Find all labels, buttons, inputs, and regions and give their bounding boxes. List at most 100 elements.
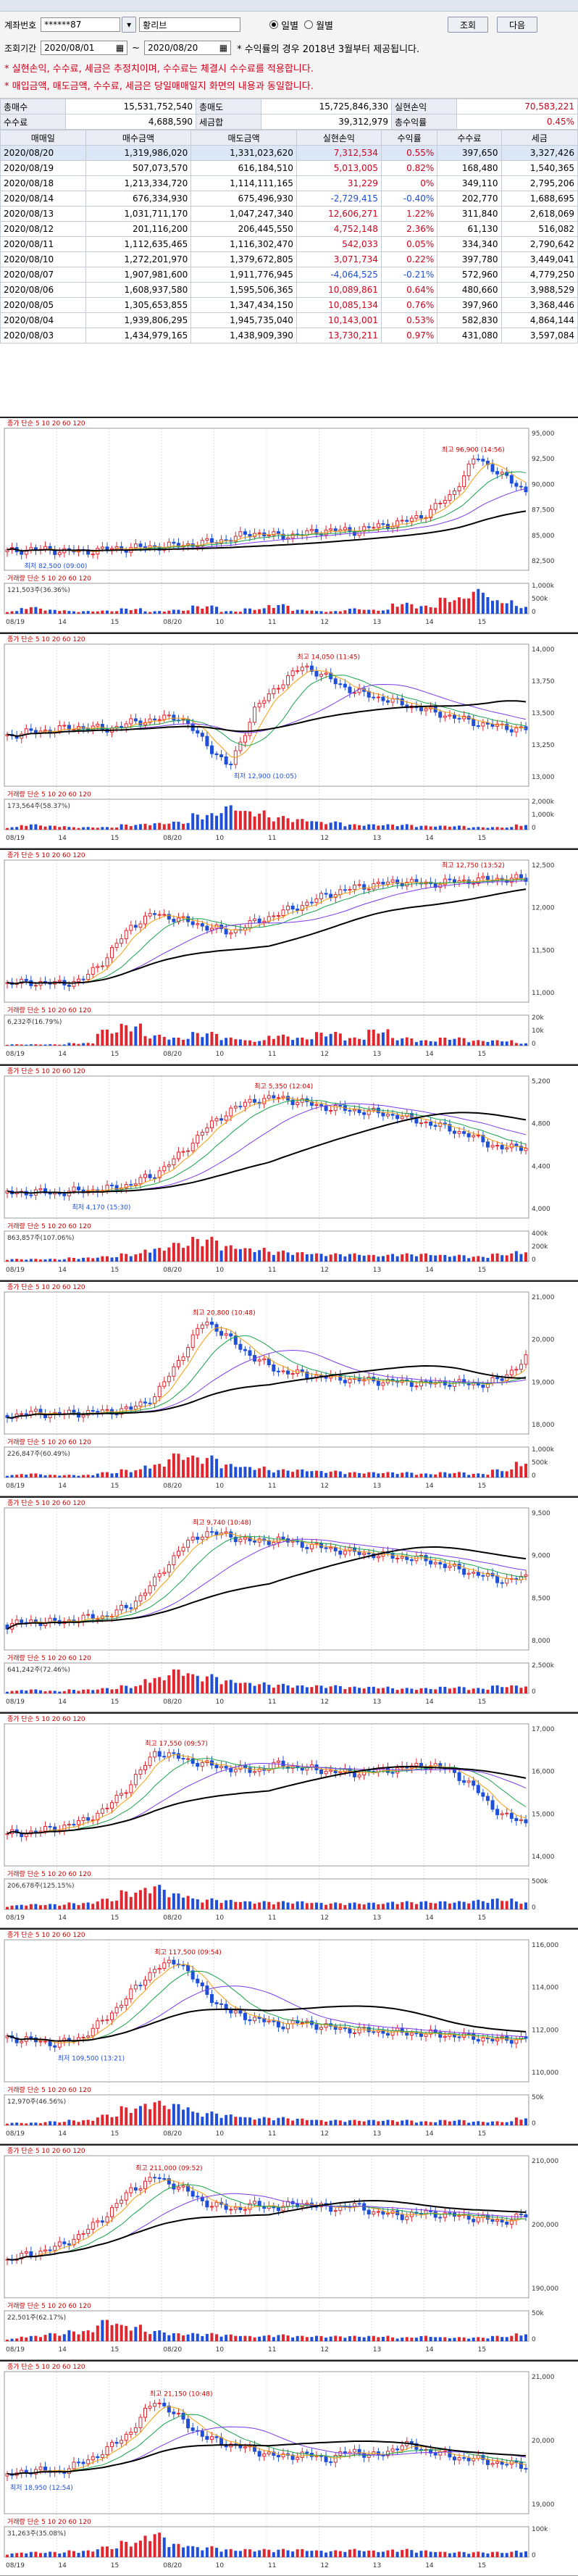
candle-body (296, 2456, 300, 2460)
table-row[interactable]: 2020/08/12 201,116,200 206,445,550 4,752,14… (0, 221, 578, 237)
volume-bar (10, 611, 14, 614)
candle-body (253, 706, 257, 723)
calendar-icon[interactable]: ▦ (219, 43, 228, 53)
column-header[interactable]: 매매일 (0, 130, 86, 146)
volume-bar (381, 1032, 385, 1046)
date-from-input[interactable]: 2020/08/01 ▦ (41, 41, 128, 55)
candle-body (286, 2023, 290, 2030)
candle-body (296, 909, 300, 911)
column-header[interactable]: 세금 (500, 130, 578, 146)
stock-chart-panel[interactable]: 종가 단순 5 10 20 60 120 거래량 단순 5 10 20 60 12… (0, 633, 578, 849)
candle-body (376, 881, 380, 884)
volume-note: 226,847주(60.49%) (7, 1450, 70, 1458)
stock-chart-panel[interactable]: 종가 단순 5 10 20 60 120 거래량 단순 5 10 20 60 12… (0, 1280, 578, 1496)
stock-chart-panel[interactable]: 종가 단순 5 10 20 60 120 거래량 단순 5 10 20 60 12… (0, 849, 578, 1064)
candle-body (243, 2209, 247, 2211)
candle-body (329, 893, 333, 899)
volume-bar (82, 1257, 85, 1262)
candle-body (400, 698, 404, 706)
table-row[interactable]: 2020/08/19 507,073,570 616,184,510 5,013,00… (0, 160, 578, 176)
column-header[interactable]: 수익률 (380, 130, 438, 146)
stock-chart-panel[interactable]: 종가 단순 5 10 20 60 120 거래량 단순 5 10 20 60 12… (0, 1712, 578, 1928)
candle-body (481, 722, 485, 727)
calendar-icon[interactable]: ▦ (115, 43, 125, 53)
volume-bar (110, 1689, 114, 1693)
table-row[interactable]: 2020/08/14 676,334,930 675,496,930 -2,729,4… (0, 191, 578, 207)
account-number-input[interactable]: ******87 (41, 17, 121, 32)
stock-chart-panel[interactable]: 종가 단순 5 10 20 60 120 거래량 단순 5 10 20 60 12… (0, 2360, 578, 2576)
stock-chart-panel[interactable]: 종가 단순 5 10 20 60 120 거래량 단순 5 10 20 60 12… (0, 2144, 578, 2360)
volume-bar (138, 1023, 142, 1046)
stock-chart-panel[interactable]: 종가 단순 5 10 20 60 120 거래량 단순 5 10 20 60 12… (0, 1496, 578, 1712)
date-to-input[interactable]: 2020/08/20 ▦ (144, 41, 232, 55)
candle-body (53, 2045, 57, 2048)
candle-body (390, 2448, 395, 2452)
volume-bar (367, 1472, 371, 1477)
volume-bar (105, 827, 109, 830)
time-axis-label: 15 (111, 619, 119, 626)
table-row[interactable]: 2020/08/05 1,305,653,855 1,347,434,150 10,0… (0, 297, 578, 313)
volume-note: 22,501주(62.17%) (7, 2314, 66, 2322)
volume-bar (234, 1901, 238, 1909)
volume-bar (281, 1250, 285, 1262)
volume-bar (225, 2335, 228, 2341)
candle-body (509, 1370, 514, 1375)
volume-bar (43, 1475, 47, 1477)
volume-pane-frame (4, 1878, 529, 1910)
candle-body (314, 1104, 319, 1106)
volume-bar (62, 2122, 66, 2125)
table-row[interactable]: 2020/08/18 1,213,334,720 1,114,111,165 31,2… (0, 175, 578, 191)
volume-bar (395, 1904, 399, 1909)
table-row[interactable]: 2020/08/13 1,031,711,170 1,047,247,340 12,6… (0, 206, 578, 222)
low-annotation: 최저 18,950 (12:54) (10, 2484, 73, 2492)
table-row[interactable]: 2020/08/03 1,434,979,165 1,438,909,390 13,7… (0, 328, 578, 343)
stock-chart-panel[interactable]: 종가 단순 5 10 20 60 120 거래량 단순 5 10 20 60 12… (0, 417, 578, 633)
volume-bar (96, 2549, 99, 2557)
notice-line-1: * 실현손익, 수수료, 세금은 추정치이며, 수수료는 체결시 수수료를 적용… (4, 64, 314, 75)
candle-body (48, 2041, 52, 2046)
volume-bar (458, 2337, 461, 2341)
time-axis-label: 13 (373, 2562, 381, 2569)
table-row[interactable]: 2020/08/10 1,272,201,970 1,379,672,805 3,07… (0, 251, 578, 267)
table-row[interactable]: 2020/08/04 1,939,806,295 1,945,735,040 10,1… (0, 312, 578, 328)
candle-body (129, 2432, 133, 2435)
table-row[interactable]: 2020/08/06 1,608,937,580 1,595,506,365 10,0… (0, 282, 578, 298)
column-header[interactable]: 매도금액 (190, 130, 297, 146)
radio-daily[interactable]: 일별 (269, 18, 298, 32)
table-row[interactable]: 2020/08/07 1,907,981,600 1,911,776,945 -4,0… (0, 267, 578, 283)
volume-bar (129, 1256, 133, 1262)
next-button[interactable]: 다음 (497, 17, 538, 33)
volume-bar (210, 1674, 214, 1693)
volume-bar (234, 1249, 238, 1262)
candle-body (186, 2419, 190, 2429)
candle-body (157, 1967, 162, 1970)
candle-body (133, 2187, 138, 2191)
column-header[interactable]: 실현손익 (296, 130, 382, 146)
search-button[interactable]: 조회 (448, 17, 489, 33)
candle-body (367, 888, 371, 891)
column-header[interactable]: 수수료 (437, 130, 502, 146)
candle-body (205, 2200, 209, 2208)
account-dropdown-button[interactable]: ▾ (122, 17, 137, 33)
volume-bar (467, 1475, 471, 1477)
volume-bar (462, 1901, 466, 1909)
table-row[interactable]: 2020/08/11 1,112,635,465 1,116,302,470 542,… (0, 236, 578, 252)
table-row[interactable]: 2020/08/20 1,319,986,020 1,331,023,620 7,31… (0, 145, 578, 161)
stock-chart-panel[interactable]: 종가 단순 5 10 20 60 120 거래량 단순 5 10 20 60 12… (0, 1928, 578, 2144)
radio-monthly[interactable]: 월별 (304, 18, 333, 32)
volume-bar (243, 2335, 247, 2341)
volume-bar (429, 826, 432, 830)
volume-bar (453, 826, 456, 830)
stock-chart-panel[interactable]: 종가 단순 5 10 20 60 120 거래량 단순 5 10 20 60 12… (0, 1064, 578, 1280)
column-header[interactable]: 매수금액 (85, 130, 192, 146)
